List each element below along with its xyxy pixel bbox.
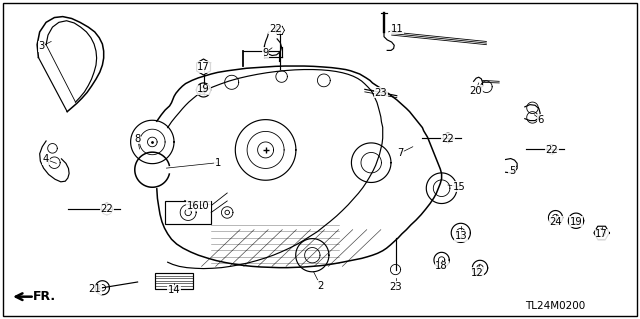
- Text: 7: 7: [397, 148, 403, 158]
- Text: 1: 1: [214, 158, 221, 168]
- Text: 11: 11: [390, 24, 403, 34]
- Text: 22: 22: [442, 134, 454, 144]
- Text: 3: 3: [38, 41, 45, 51]
- Text: 15: 15: [453, 182, 466, 192]
- Text: 22: 22: [100, 204, 113, 214]
- Text: 20: 20: [469, 86, 482, 96]
- Text: 23: 23: [374, 87, 387, 98]
- Text: 24: 24: [549, 217, 562, 227]
- Text: 12: 12: [470, 268, 483, 278]
- Text: 21: 21: [88, 284, 101, 294]
- Text: 4: 4: [43, 154, 49, 165]
- Text: 23: 23: [389, 282, 402, 292]
- Text: 22: 22: [545, 145, 558, 155]
- Text: 19: 19: [197, 84, 210, 94]
- Text: 10: 10: [197, 201, 210, 211]
- Text: FR.: FR.: [33, 290, 56, 302]
- Text: 17: 17: [197, 62, 210, 72]
- Text: 16: 16: [187, 201, 200, 211]
- Text: 17: 17: [595, 229, 608, 240]
- Text: 8: 8: [134, 134, 141, 144]
- Text: 5: 5: [509, 166, 515, 176]
- Text: 14: 14: [168, 285, 180, 295]
- Text: 9: 9: [262, 48, 269, 58]
- Text: TL24M0200: TL24M0200: [525, 300, 586, 311]
- Text: 13: 13: [454, 231, 467, 241]
- Text: 19: 19: [570, 217, 582, 227]
- Text: 18: 18: [435, 261, 448, 271]
- Text: 2: 2: [317, 280, 323, 291]
- Text: 6: 6: [538, 115, 544, 125]
- Text: 22: 22: [269, 24, 282, 34]
